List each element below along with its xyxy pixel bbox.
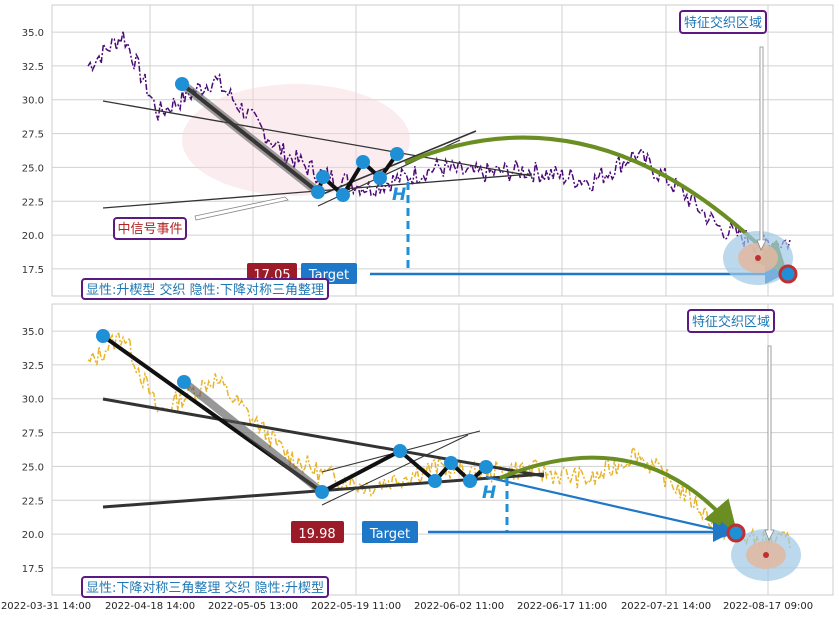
x-tick-label: 2022-05-19 11:00 (311, 601, 401, 612)
bottom-y-tick-label: 22.5 (22, 496, 44, 507)
top-pattern-caption: 显性:升楔型 交织 隐性:下降对称三角整理 (86, 282, 324, 298)
top-y-tick-label: 20.0 (22, 231, 44, 242)
bottom-plot-area (51, 303, 834, 596)
top-pattern-point (390, 147, 404, 161)
bottom-wedge-lower (321, 434, 469, 506)
top-y-tick-label: 27.5 (22, 130, 44, 141)
top-pattern-point (373, 171, 387, 185)
top-wedge-upper (317, 130, 477, 197)
top-event-label: 中信号事件 (117, 222, 182, 237)
bottom-y-tick-label: 32.5 (22, 361, 44, 372)
bottom-drop-shadow (181, 378, 325, 496)
top-pattern-point (316, 170, 330, 184)
top-pattern-point (356, 155, 370, 169)
top-series-line (87, 30, 791, 254)
bottom-pattern-point (315, 485, 329, 499)
x-tick-label: 2022-04-18 14:00 (105, 601, 195, 612)
x-tick-label: 2022-08-17 09:00 (723, 601, 813, 612)
top-y-tick-label: 35.0 (22, 28, 44, 39)
bottom-grid (52, 304, 833, 595)
bottom-caption-box (81, 576, 329, 598)
x-tick-label: 2022-05-05 13:00 (208, 601, 298, 612)
x-tick-label: 2022-06-02 11:00 (414, 601, 504, 612)
bottom-pattern-caption: 显性:下降对称三角整理 交织 隐性:升楔型 (86, 580, 324, 596)
bottom-trajectory-arrow (485, 475, 737, 539)
top-zone-pointer (756, 46, 767, 251)
x-tick-label: 2022-03-31 14:00 (1, 601, 91, 612)
x-axis-labels: 2022-03-31 14:00 2022-04-18 14:00 2022-05-… (1, 601, 813, 612)
top-y-tick-label: 30.0 (22, 96, 44, 107)
x-tick-label: 2022-07-21 14:00 (621, 601, 711, 612)
bottom-panel: 17.5 20.0 22.5 25.0 27.5 30.0 32.5 35.0 H 19.98… (22, 303, 834, 598)
top-upper-trendline (102, 100, 533, 177)
top-panel: 17.520.022.525.027.530.032.535.0 H 17.05… (22, 4, 834, 300)
x-tick-label: 2022-06-17 11:00 (517, 601, 607, 612)
bottom-zone-label-box (687, 309, 775, 333)
bottom-y-tick-label: 30.0 (22, 395, 44, 406)
bottom-target-point (726, 523, 746, 543)
top-y-tick-label: 22.5 (22, 197, 44, 208)
bottom-y-tick-label: 20.0 (22, 530, 44, 541)
top-zone-label-box (679, 10, 767, 34)
top-event-pointer (194, 196, 289, 221)
top-y-ticks: 17.5 20.0 22.5 25.0 27.5 30.0 32.5 35.0 (22, 28, 44, 276)
bottom-zone-center (763, 552, 769, 558)
top-zone-center (755, 255, 761, 261)
bottom-y-tick-label: 35.0 (22, 327, 44, 338)
top-h-label: H (392, 185, 406, 205)
top-pattern-point (311, 185, 325, 199)
top-event-label-box (113, 217, 187, 240)
bottom-price-box (291, 521, 344, 543)
bottom-pattern-point (96, 329, 110, 343)
bottom-pattern-point (479, 460, 493, 474)
bottom-zone-label: 特征交织区域 (692, 314, 770, 330)
top-caption-box (81, 278, 329, 300)
top-zone-label: 特征交织区域 (684, 15, 762, 31)
bottom-pattern-point (428, 474, 442, 488)
top-pattern-points (175, 77, 404, 202)
bottom-pattern-point (177, 375, 191, 389)
bottom-pattern-point (463, 474, 477, 488)
bottom-y-ticks: 17.5 20.0 22.5 25.0 27.5 30.0 32.5 35.0 (22, 327, 44, 575)
top-y-tick-label: 25.0 (22, 163, 44, 174)
bottom-target-box (362, 521, 418, 543)
bottom-pattern-point (393, 444, 407, 458)
top-target-point (778, 264, 798, 284)
bottom-upper-trendline (102, 397, 545, 478)
top-projection-arrow (404, 135, 788, 274)
top-pattern-point (175, 77, 189, 91)
bottom-target-label: Target (369, 527, 410, 542)
bottom-price-value: 19.98 (298, 527, 335, 542)
bottom-y-tick-label: 25.0 (22, 462, 44, 473)
bottom-zone-pointer (764, 345, 775, 541)
bottom-projection-arrow (499, 455, 738, 534)
top-pattern-point (336, 188, 350, 202)
top-pattern-shadow (179, 80, 321, 196)
bottom-pattern-points (96, 329, 493, 499)
bottom-h-label: H (482, 483, 496, 503)
bottom-y-tick-label: 17.5 (22, 564, 44, 575)
bottom-pattern-point (444, 456, 458, 470)
top-y-tick-label: 17.5 (22, 265, 44, 276)
top-y-tick-label: 32.5 (22, 62, 44, 73)
bottom-y-tick-label: 27.5 (22, 429, 44, 440)
